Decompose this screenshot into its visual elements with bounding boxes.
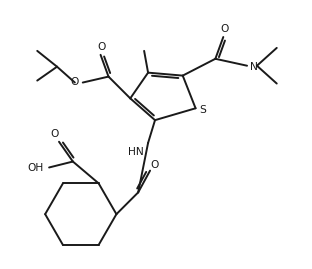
Text: HN: HN xyxy=(128,147,144,157)
Text: O: O xyxy=(220,24,228,34)
Text: S: S xyxy=(199,105,206,115)
Text: O: O xyxy=(97,42,106,52)
Text: O: O xyxy=(71,77,79,87)
Text: OH: OH xyxy=(27,164,43,174)
Text: O: O xyxy=(51,129,59,139)
Text: O: O xyxy=(151,160,159,170)
Text: N: N xyxy=(250,62,258,72)
